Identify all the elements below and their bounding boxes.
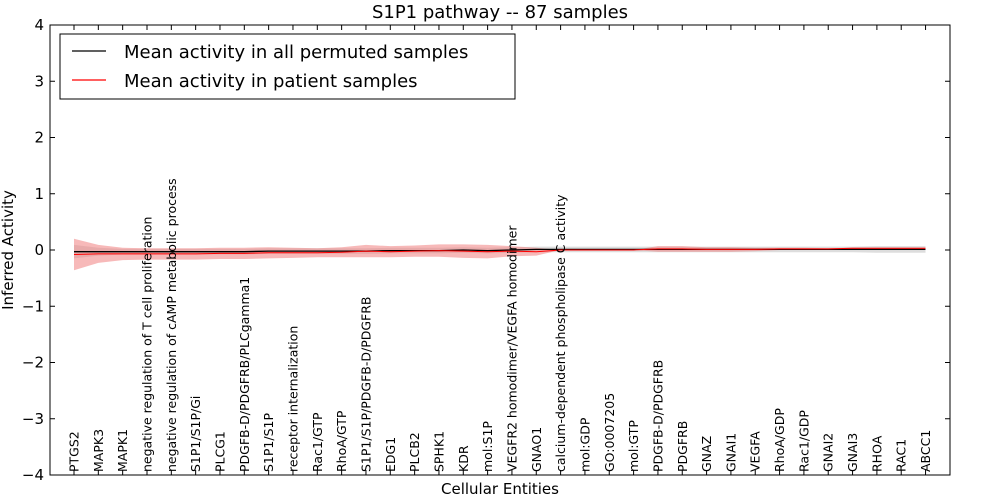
x-tick-label: PTGS2 — [67, 431, 82, 472]
x-tick-label: Rac1/GDP — [796, 410, 811, 472]
x-tick-label: VEGFR2 homodimer/VEGFA homodimer — [504, 225, 519, 472]
x-tick-label: GNAI2 — [821, 433, 836, 472]
legend-label-patient: Mean activity in patient samples — [124, 71, 418, 92]
x-tick-label: Rac1/GTP — [310, 412, 325, 472]
x-tick-label: VEGFA — [748, 431, 763, 472]
x-tick-label: GNAI1 — [723, 433, 738, 472]
x-tick-label: receptor internalization — [286, 326, 301, 472]
x-tick-label: MAPK1 — [115, 429, 130, 472]
y-tick-label: 3 — [34, 72, 44, 90]
band-series-1 — [74, 238, 926, 271]
x-tick-label: KDR — [456, 445, 471, 472]
y-axis: 4 3 2 1 0 −1 −2 −3 −4 — [22, 16, 950, 484]
y-tick-label: 0 — [34, 241, 44, 259]
line-series-1 — [73, 247, 926, 255]
legend-label-permuted: Mean activity in all permuted samples — [124, 42, 468, 63]
y-tick-label: 4 — [34, 16, 44, 34]
x-tick-label: PDGFRB — [675, 421, 690, 472]
legend: Mean activity in all permuted samples Me… — [59, 33, 516, 100]
x-tick-label: PLCG1 — [213, 431, 228, 472]
y-axis-label: Inferred Activity — [0, 190, 17, 310]
line-series-0 — [74, 248, 926, 253]
x-tick-label: S1P1/S1P/PDGFB-D/PDGFRB — [359, 297, 374, 473]
y-tick-label: −1 — [22, 297, 44, 315]
x-tick-label: PLCB2 — [407, 432, 422, 472]
x-tick-label: RhoA/GTP — [334, 410, 349, 472]
y-tick-label: −4 — [22, 466, 44, 484]
x-tick-label: MAPK3 — [91, 429, 106, 472]
x-tick-label: mol:GTP — [626, 420, 641, 472]
x-tick-label: calcium-dependent phospholipase C activi… — [553, 194, 568, 472]
x-tick-label: PDGFB-D/PDGFRB/PLCgamma1 — [237, 277, 252, 472]
chart-title: S1P1 pathway -- 87 samples — [372, 2, 628, 23]
y-tick-label: 1 — [34, 185, 44, 203]
x-axis-label: Cellular Entities — [441, 480, 559, 498]
legend-box — [59, 33, 516, 100]
x-tick-label: RHOA — [869, 435, 884, 472]
x-tick-label: RAC1 — [894, 439, 909, 472]
x-tick-label: EDG1 — [383, 437, 398, 472]
x-tick-label: GO:0007205 — [602, 393, 617, 472]
bands — [74, 238, 926, 271]
x-tick-label: mol:GDP — [577, 417, 592, 472]
x-tick-label: mol:S1P — [480, 421, 495, 472]
x-axis: PTGS2 MAPK3 MAPK1 negative regulation of T … — [67, 25, 933, 475]
x-tick-label: S1P1/S1P — [261, 413, 276, 472]
x-tick-label: negative regulation of cAMP metabolic pr… — [164, 178, 179, 472]
x-tick-label: PDGFB-D/PDGFRB — [650, 360, 665, 472]
x-tick-label: SPHK1 — [431, 431, 446, 472]
series-lines — [73, 247, 926, 255]
y-tick-label: −2 — [22, 354, 44, 372]
y-tick-label: 2 — [34, 129, 44, 147]
x-tick-label: GNAI3 — [845, 433, 860, 472]
x-tick-label: RhoA/GDP — [772, 408, 787, 472]
y-tick-label: −3 — [22, 410, 44, 428]
x-tick-label: GNAO1 — [529, 427, 544, 472]
x-tick-label: GNAZ — [699, 436, 714, 472]
x-tick-label: ABCC1 — [918, 430, 933, 472]
x-tick-label: S1P1/S1P/Gi — [188, 396, 203, 472]
x-tick-label: negative regulation of T cell proliferat… — [140, 217, 155, 472]
